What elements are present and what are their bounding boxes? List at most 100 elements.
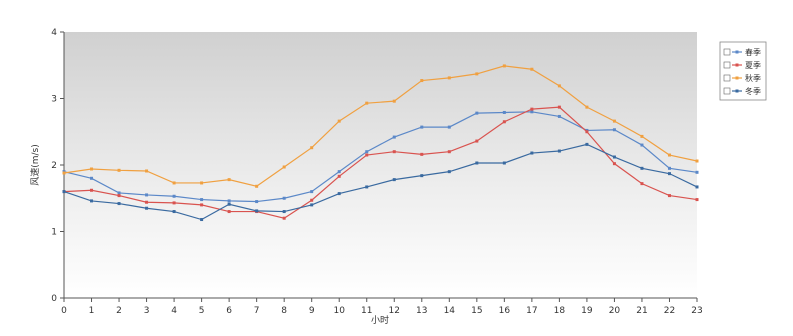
legend-label: 春季	[745, 47, 761, 57]
x-tick-label: 6	[226, 306, 232, 316]
x-tick-label: 4	[171, 306, 177, 316]
series-3	[62, 64, 699, 188]
y-tick-label: 3	[51, 95, 57, 105]
data-point	[585, 105, 589, 109]
series-1	[62, 110, 699, 204]
data-point	[172, 194, 176, 198]
y-tick-label: 4	[51, 28, 57, 38]
x-tick-label: 17	[526, 306, 537, 316]
data-point	[90, 176, 94, 180]
data-point	[612, 128, 616, 132]
data-point	[200, 198, 204, 202]
data-point	[420, 174, 424, 178]
data-point	[145, 200, 149, 204]
data-point	[117, 202, 121, 206]
data-point	[255, 200, 259, 204]
x-tick-label: 14	[444, 306, 456, 316]
x-tick-label: 20	[609, 306, 621, 316]
legend-marker	[735, 89, 739, 93]
legend-checkbox	[723, 87, 731, 95]
data-point	[447, 170, 451, 174]
legend-item: 春季	[723, 47, 761, 57]
legend-checkbox	[723, 48, 731, 56]
data-point	[365, 153, 369, 157]
x-tick-label: 13	[416, 306, 427, 316]
data-point	[640, 134, 644, 138]
data-point	[530, 107, 534, 111]
data-point	[172, 181, 176, 185]
data-point	[612, 119, 616, 123]
data-point	[117, 194, 121, 198]
data-point	[585, 130, 589, 134]
x-tick-label: 18	[554, 306, 566, 316]
data-point	[172, 201, 176, 205]
data-point	[227, 178, 231, 182]
series-4	[62, 142, 699, 222]
data-point	[557, 114, 561, 118]
data-point	[447, 150, 451, 154]
data-point	[200, 181, 204, 185]
legend-label: 秋季	[745, 73, 761, 83]
data-point	[90, 199, 94, 203]
x-tick-label: 11	[361, 306, 372, 316]
y-tick-label: 1	[51, 228, 57, 238]
data-point	[667, 153, 671, 157]
data-point	[255, 209, 259, 213]
data-point	[557, 105, 561, 109]
series-line	[63, 111, 698, 203]
x-axis-title: 小时	[371, 314, 389, 326]
x-tick-label: 7	[254, 306, 260, 316]
legend-label: 夏季	[745, 60, 761, 70]
legend-checkbox	[723, 61, 731, 69]
data-point	[282, 216, 286, 220]
data-point	[447, 125, 451, 129]
data-point	[117, 191, 121, 195]
x-tick-label: 5	[199, 306, 205, 316]
data-point	[337, 192, 341, 196]
x-tick-label: 0	[61, 306, 67, 316]
data-point	[145, 206, 149, 210]
series-layer	[62, 64, 699, 222]
data-point	[475, 161, 479, 165]
x-tick-label: 22	[664, 306, 675, 316]
x-tick-label: 12	[389, 306, 400, 316]
data-point	[392, 150, 396, 154]
data-point	[172, 210, 176, 214]
data-point	[667, 172, 671, 176]
data-point	[310, 146, 314, 150]
x-tick-label: 15	[471, 306, 482, 316]
x-tick-label: 10	[333, 306, 345, 316]
data-point	[640, 166, 644, 170]
data-point	[227, 202, 231, 206]
series-line	[63, 65, 698, 187]
legend-marker	[735, 63, 739, 67]
data-point	[585, 142, 589, 146]
data-point	[502, 110, 506, 114]
data-point	[695, 198, 699, 202]
data-point	[557, 149, 561, 153]
data-point	[282, 165, 286, 169]
data-point	[337, 119, 341, 123]
data-point	[447, 76, 451, 80]
x-tick-label: 1	[89, 306, 95, 316]
x-tick-label: 9	[309, 306, 315, 316]
data-point	[145, 193, 149, 197]
series-line	[63, 143, 698, 221]
legend-label: 冬季	[745, 86, 761, 96]
data-point	[530, 151, 534, 155]
data-point	[557, 84, 561, 88]
data-point	[200, 203, 204, 207]
legend-marker	[735, 76, 739, 80]
data-point	[365, 101, 369, 105]
data-point	[612, 162, 616, 166]
data-point	[612, 155, 616, 159]
x-tick-label: 8	[281, 306, 287, 316]
data-point	[117, 168, 121, 172]
data-point	[282, 196, 286, 200]
x-tick-label: 3	[144, 306, 150, 316]
x-tick-label: 16	[499, 306, 511, 316]
plot-background	[64, 32, 697, 298]
